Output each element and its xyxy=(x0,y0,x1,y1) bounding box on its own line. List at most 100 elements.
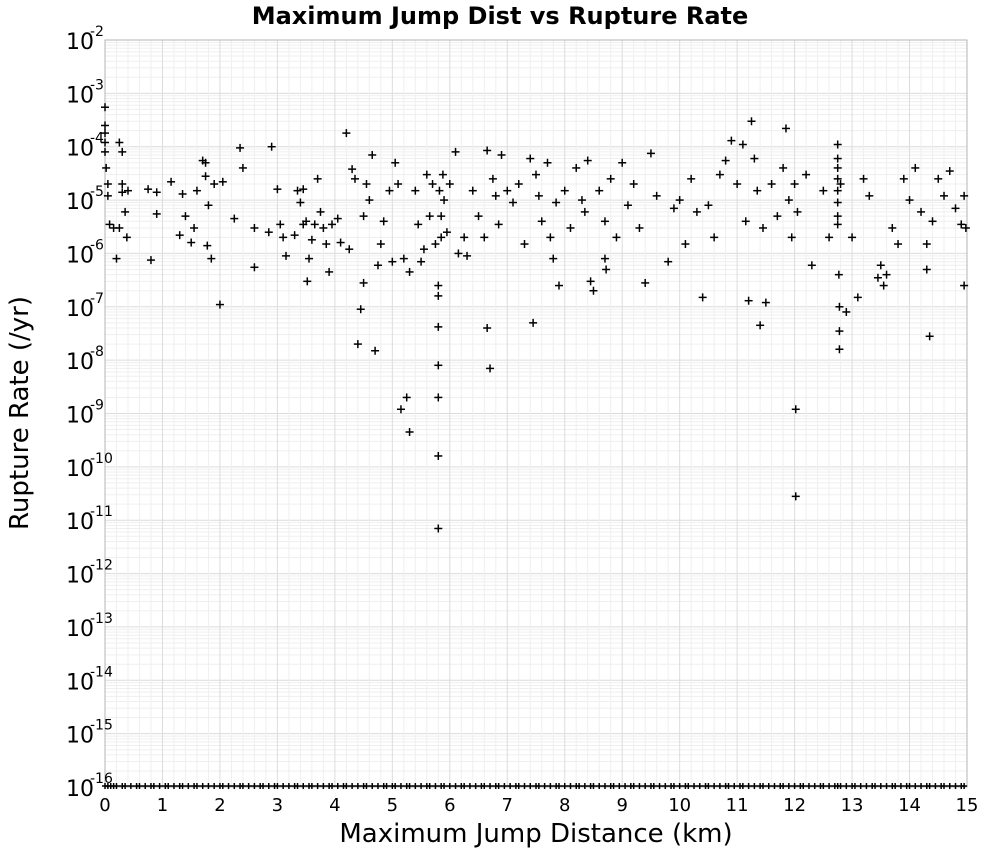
data-point xyxy=(692,207,701,216)
data-point xyxy=(583,156,592,165)
floor-point xyxy=(392,783,399,789)
data-point xyxy=(101,103,109,112)
y-axis-label: Rupture Rate (/yr) xyxy=(5,296,35,530)
data-point xyxy=(834,270,843,279)
floor-point xyxy=(711,783,718,789)
floor-point xyxy=(941,783,948,789)
floor-point xyxy=(527,783,534,789)
floor-point xyxy=(555,783,562,789)
floor-point xyxy=(759,783,766,789)
floor-point xyxy=(765,783,772,789)
data-point xyxy=(520,240,529,249)
floor-point xyxy=(716,783,723,789)
floor-point xyxy=(576,783,583,789)
data-point xyxy=(460,233,469,242)
data-point xyxy=(319,223,328,232)
data-point xyxy=(761,298,770,307)
data-point xyxy=(342,129,351,138)
floor-point xyxy=(581,783,588,789)
y-tick-base: 10 xyxy=(66,190,94,215)
floor-marks xyxy=(102,783,968,789)
data-point xyxy=(623,201,632,210)
data-point xyxy=(101,147,109,156)
floor-point xyxy=(547,783,554,789)
floor-point xyxy=(791,783,798,789)
floor-point xyxy=(596,783,603,789)
x-tick-label: 15 xyxy=(956,795,979,816)
data-point xyxy=(103,191,112,200)
data-point xyxy=(793,207,802,216)
floor-point xyxy=(219,783,226,789)
data-point xyxy=(618,158,627,167)
grid-lines xyxy=(104,39,968,788)
data-point xyxy=(509,198,518,207)
data-point xyxy=(307,235,316,244)
data-point xyxy=(526,154,535,163)
floor-point xyxy=(507,783,514,789)
data-point xyxy=(687,174,696,183)
data-point xyxy=(951,204,960,213)
data-point xyxy=(118,180,127,189)
data-point xyxy=(494,220,503,229)
floor-point xyxy=(426,783,433,789)
floor-point xyxy=(676,783,683,789)
data-point xyxy=(434,291,443,300)
x-tick-label: 9 xyxy=(616,795,627,816)
data-point xyxy=(552,198,561,207)
data-point xyxy=(873,273,882,282)
data-point xyxy=(741,217,750,226)
x-axis-ticks: 0 1 2 3 4 5 6 7 8 9 10 11 12 13 14 15 xyxy=(99,795,978,816)
y-tick-exponent: -15 xyxy=(90,718,113,734)
floor-point xyxy=(616,783,623,789)
data-point xyxy=(833,163,842,172)
data-point xyxy=(606,174,615,183)
y-tick-exponent: -16 xyxy=(90,771,113,787)
data-point xyxy=(181,212,190,221)
data-point xyxy=(236,143,245,152)
data-point xyxy=(710,233,719,242)
data-point xyxy=(577,196,586,205)
data-point xyxy=(917,207,926,216)
data-point xyxy=(437,212,446,221)
floor-point xyxy=(481,783,488,789)
floor-point xyxy=(343,783,350,789)
data-point xyxy=(961,223,970,232)
data-point xyxy=(431,240,440,249)
y-tick-label: 10-5 xyxy=(66,184,104,215)
data-point xyxy=(532,170,540,179)
y-tick-base: 10 xyxy=(66,617,94,642)
floor-point xyxy=(897,783,904,789)
y-tick-exponent: -8 xyxy=(90,344,104,360)
data-point xyxy=(101,121,109,130)
data-point xyxy=(543,158,552,167)
floor-point xyxy=(601,783,608,789)
y-tick-label: 10-6 xyxy=(66,237,104,268)
data-point xyxy=(905,196,914,205)
floor-point xyxy=(535,783,542,789)
data-point xyxy=(305,254,314,263)
floor-point xyxy=(231,783,238,789)
data-point xyxy=(529,318,538,327)
data-point xyxy=(833,154,842,163)
floor-point xyxy=(906,783,913,789)
data-point xyxy=(833,212,842,221)
y-tick-label: 10-13 xyxy=(66,611,113,642)
floor-point xyxy=(892,783,899,789)
data-point xyxy=(250,223,259,232)
data-point xyxy=(187,238,196,247)
data-point xyxy=(167,177,176,186)
data-point xyxy=(612,233,621,242)
floor-point xyxy=(374,783,381,789)
data-point xyxy=(414,220,423,229)
data-point xyxy=(833,198,842,207)
floor-point xyxy=(441,783,448,789)
data-point xyxy=(483,146,492,155)
data-point xyxy=(385,186,394,195)
floor-point xyxy=(122,783,129,789)
floor-point xyxy=(961,783,968,789)
floor-point xyxy=(170,783,177,789)
data-point xyxy=(833,140,842,149)
y-tick-exponent: -9 xyxy=(90,398,104,414)
floor-point xyxy=(446,783,453,789)
